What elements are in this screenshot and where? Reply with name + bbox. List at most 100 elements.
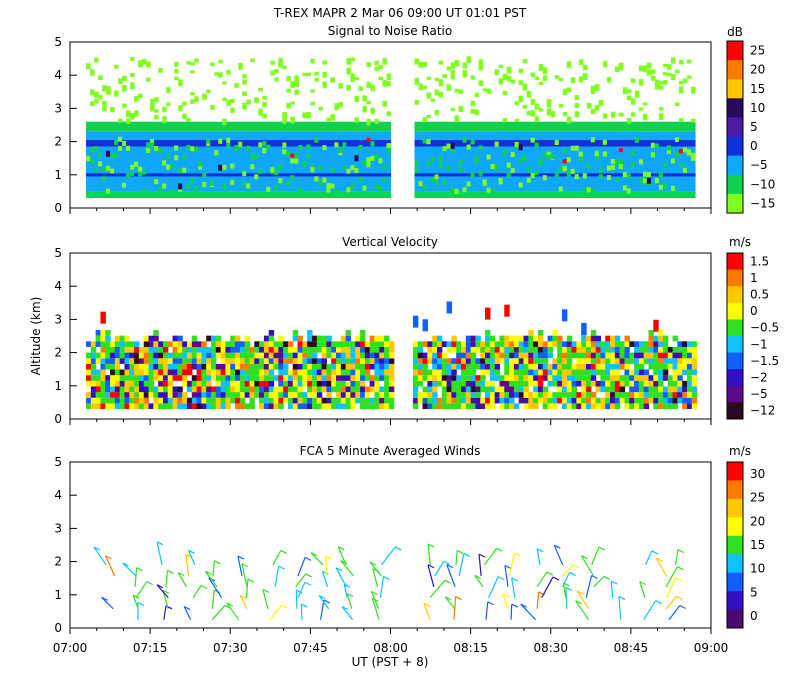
snr-cell: [138, 139, 143, 147]
snr-cell: [450, 191, 456, 199]
snr-cell: [230, 163, 235, 169]
snr-cell: [534, 176, 540, 192]
snr-cell: [478, 59, 484, 64]
velocity-cell: [542, 392, 549, 398]
velocity-cell: [239, 363, 246, 370]
velocity-cell: [172, 352, 178, 359]
velocity-cell: [182, 369, 188, 376]
velocity-cell: [379, 397, 385, 404]
snr-cell: [122, 131, 127, 140]
velocity-cell: [436, 346, 443, 353]
velocity-cell: [586, 363, 592, 370]
velocity-cell: [658, 386, 664, 393]
snr-cell: [634, 131, 640, 140]
snr-cell: [346, 131, 352, 140]
cbar2-swatch: [727, 253, 743, 270]
snr-cell: [222, 173, 227, 177]
velocity-cell: [340, 386, 347, 393]
snr-cell: [582, 146, 588, 174]
velocity-cell: [605, 341, 611, 347]
velocity-cell: [528, 392, 534, 398]
velocity-cell: [561, 358, 568, 364]
velocity-cell: [311, 341, 318, 347]
snr-cell: [674, 146, 680, 174]
x-tick-label: 07:30: [213, 641, 248, 655]
snr-cell: [190, 146, 195, 174]
snr-cell: [302, 114, 307, 119]
snr-cell: [262, 191, 267, 199]
snr-cell: [346, 168, 352, 174]
snr-cell: [210, 131, 215, 140]
velocity-cell: [230, 375, 236, 381]
velocity-cell: [537, 363, 544, 370]
velocity-cell: [153, 363, 159, 370]
velocity-cell: [619, 392, 626, 398]
snr-cell: [370, 173, 376, 177]
velocity-cell: [629, 352, 635, 359]
velocity-cell: [461, 358, 467, 364]
velocity-cell: [624, 392, 630, 398]
velocity-cell: [119, 358, 126, 364]
snr-cell: [310, 191, 315, 199]
snr-cell: [110, 146, 115, 174]
snr-cell: [446, 143, 452, 149]
velocity-cell: [307, 346, 313, 353]
snr-cell: [202, 172, 207, 178]
velocity-cell: [494, 397, 501, 404]
velocity-cell: [412, 346, 419, 353]
snr-cell: [290, 191, 295, 199]
snr-cell: [242, 74, 247, 79]
snr-cell: [322, 173, 327, 177]
snr-cell: [182, 155, 187, 161]
velocity-cell: [499, 358, 505, 364]
velocity-cell: [432, 403, 438, 410]
snr-cell: [306, 153, 311, 159]
velocity-cell: [254, 358, 260, 364]
snr-cell: [678, 59, 684, 65]
snr-cell: [574, 111, 580, 118]
snr-cell: [170, 146, 175, 174]
velocity-cell: [95, 392, 102, 398]
velocity-cell: [465, 386, 472, 393]
snr-cell: [346, 187, 352, 193]
velocity-cell: [643, 375, 650, 381]
velocity-cell: [249, 386, 255, 393]
wind-barb: [211, 605, 226, 621]
snr-cell: [86, 139, 91, 147]
velocity-cell: [422, 352, 428, 359]
velocity-cell: [254, 380, 260, 387]
velocity-cell: [542, 352, 549, 359]
snr-cell: [94, 146, 99, 152]
snr-cell: [374, 131, 380, 140]
velocity-cell: [105, 330, 111, 336]
velocity-cell: [614, 375, 621, 381]
snr-cell: [382, 164, 388, 170]
snr-cell: [382, 80, 388, 87]
snr-cell: [186, 184, 191, 190]
snr-cell: [614, 139, 620, 147]
velocity-cell: [561, 386, 568, 393]
velocity-cell: [537, 397, 544, 404]
velocity-cell: [605, 403, 611, 410]
wind-barb: [639, 581, 646, 598]
snr-cell: [266, 186, 271, 192]
snr-cell: [562, 166, 568, 172]
snr-cell: [130, 121, 135, 132]
velocity-cell: [268, 397, 275, 404]
snr-cell: [542, 131, 548, 140]
velocity-cell: [417, 352, 424, 359]
snr-cell: [458, 139, 464, 147]
velocity-cell: [278, 392, 284, 398]
snr-cell: [94, 139, 99, 147]
velocity-cell: [278, 386, 284, 393]
velocity-cell: [537, 330, 544, 336]
snr-cell: [114, 146, 119, 174]
velocity-cell: [114, 335, 121, 342]
snr-cell: [422, 138, 428, 144]
velocity-cell: [475, 346, 481, 353]
wind-barb-flag: [226, 602, 233, 607]
velocity-cell: [528, 341, 534, 347]
snr-cell: [166, 146, 171, 174]
velocity-cell: [648, 392, 654, 398]
snr-cell: [514, 118, 520, 122]
